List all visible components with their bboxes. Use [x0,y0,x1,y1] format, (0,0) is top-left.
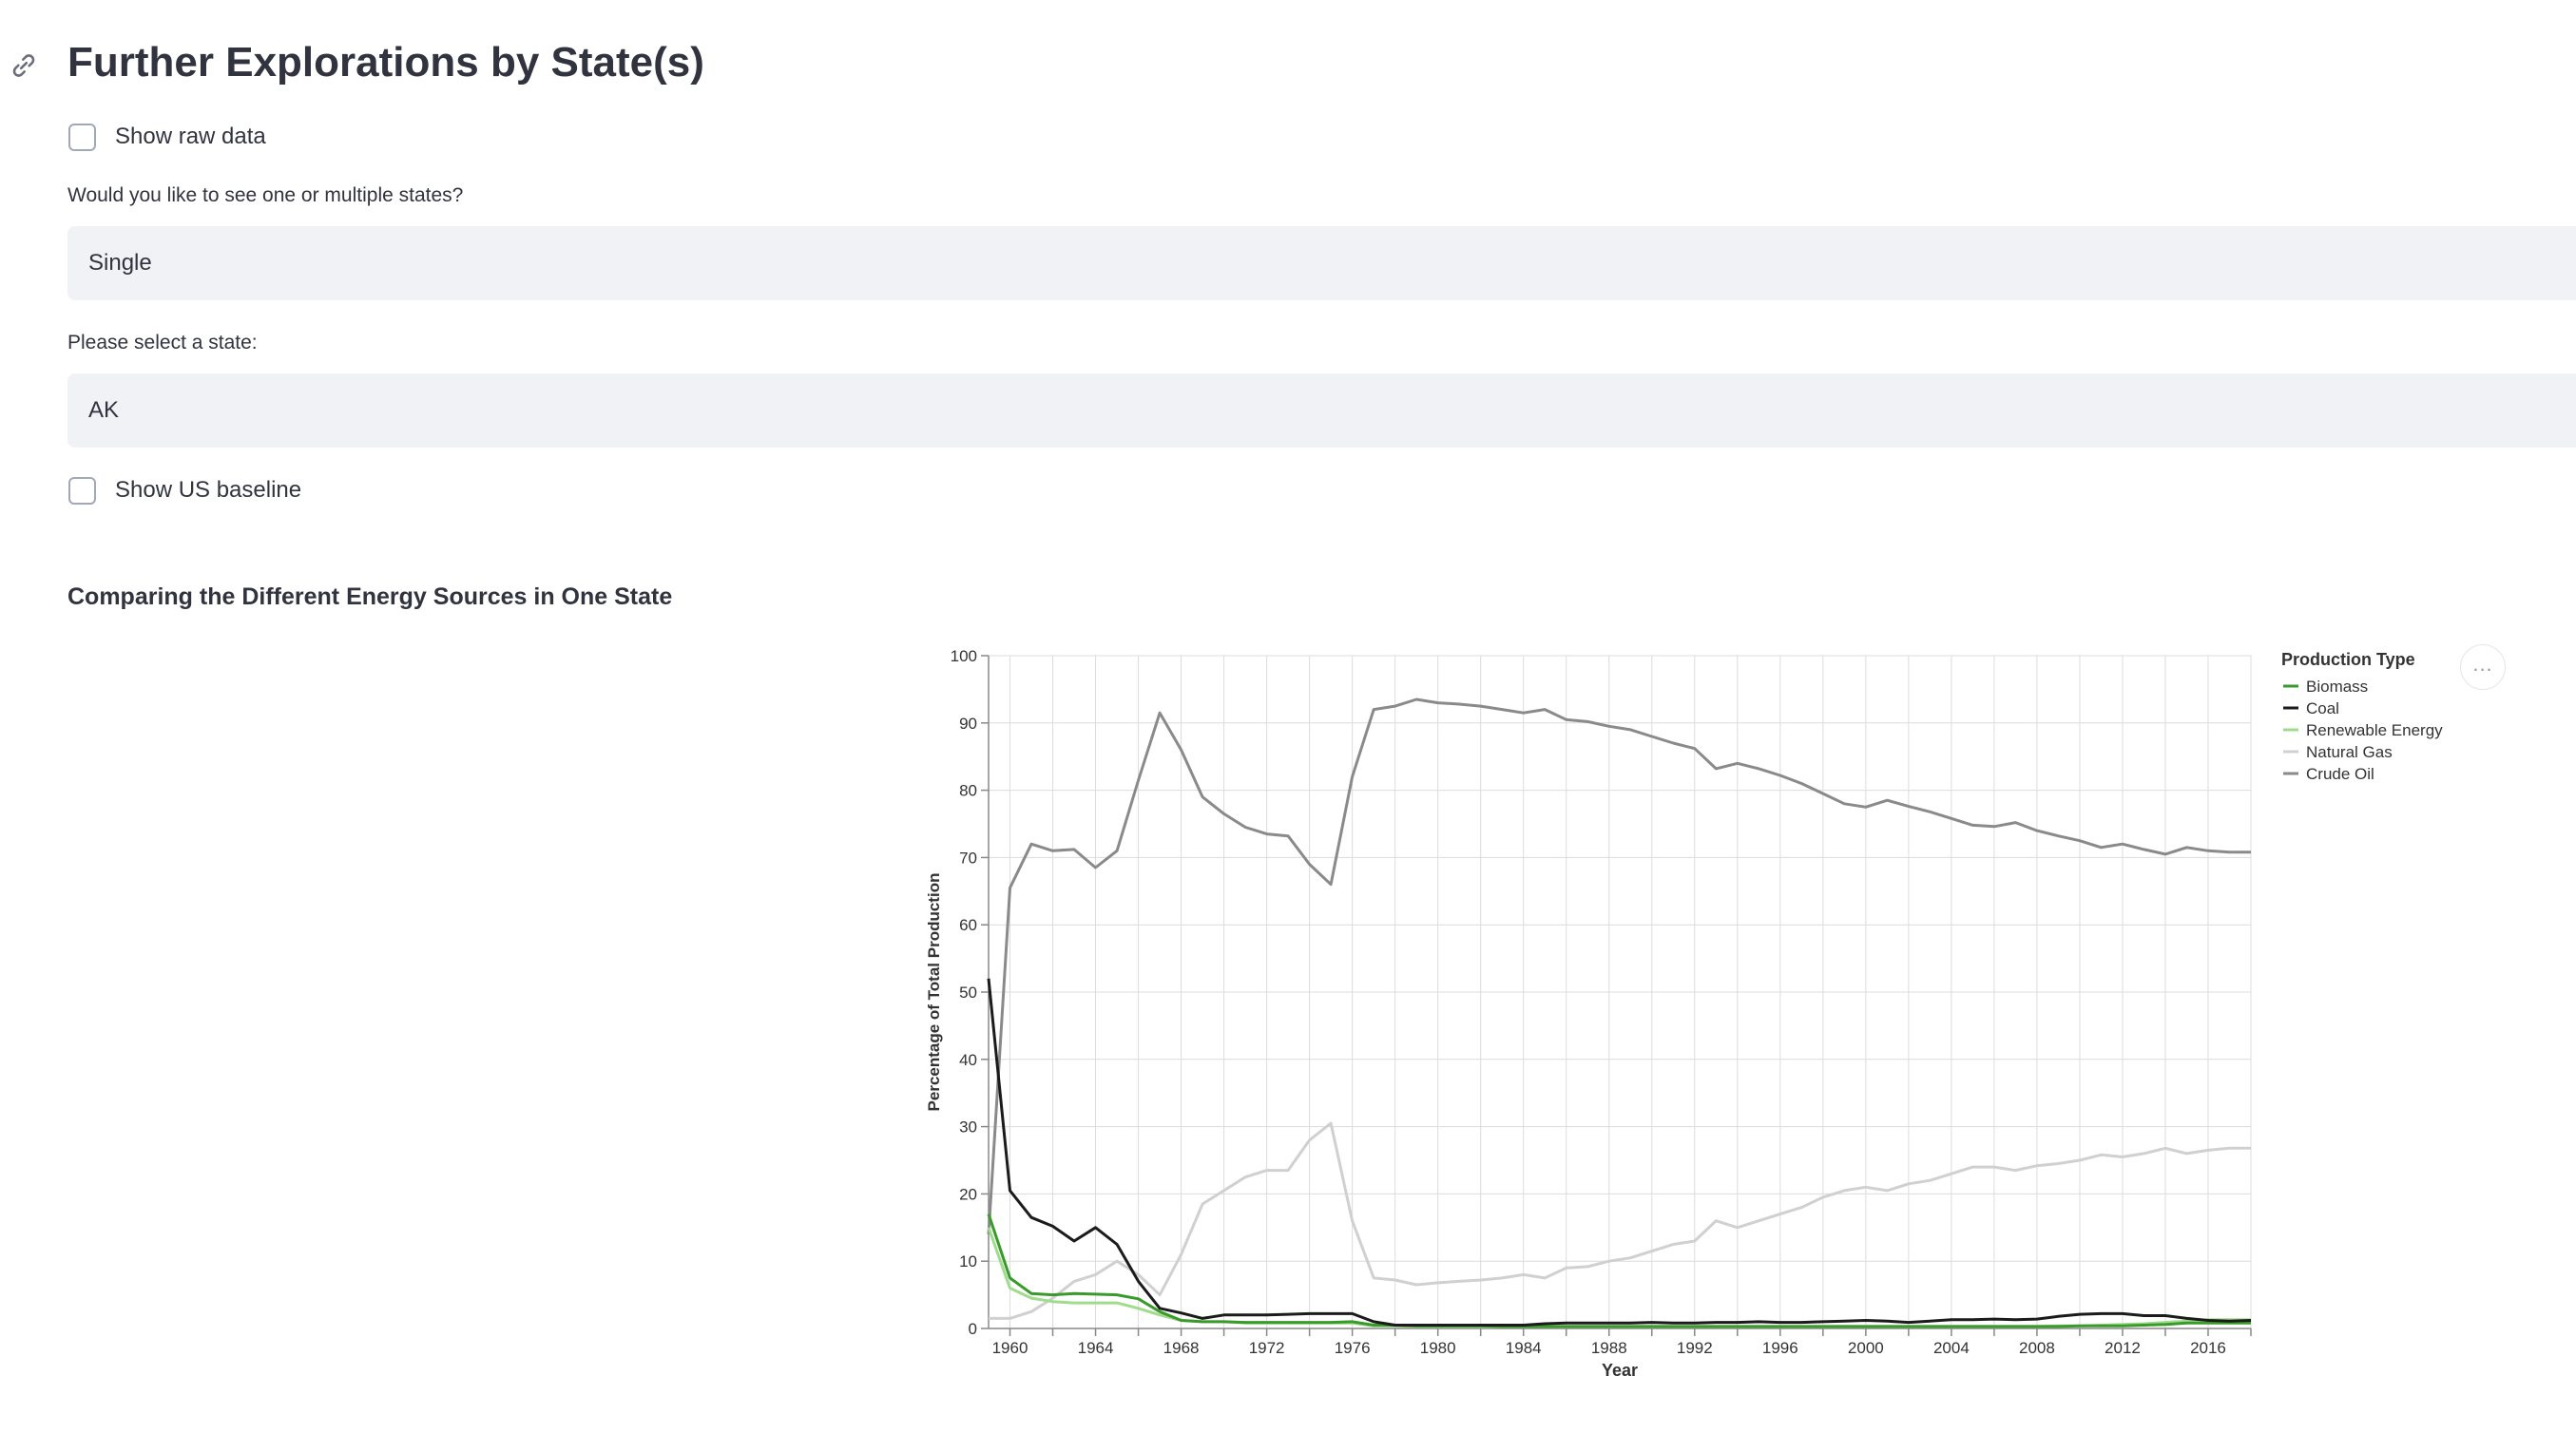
x-tick-label: 2000 [1848,1339,1884,1357]
x-tick-label: 2004 [1933,1339,1970,1357]
x-tick-label: 1960 [992,1339,1028,1357]
y-axis-title: Percentage of Total Production [925,873,943,1112]
mode-select[interactable]: Single [67,226,2576,300]
checkbox-box[interactable] [68,476,96,505]
state-select-value: AK [88,397,120,423]
show-us-baseline-checkbox[interactable]: Show US baseline [68,471,301,509]
x-tick-label: 1980 [1420,1339,1456,1357]
legend-entry: Crude Oil [2306,765,2374,783]
link-icon[interactable] [8,49,40,82]
series-line-biomass [987,1213,2251,1328]
y-tick-label: 40 [959,1051,977,1069]
series-line-coal [987,978,2252,1327]
x-tick-label: 2012 [2105,1339,2141,1357]
checkbox-label: Show US baseline [115,477,302,503]
series-line-crude-oil [987,697,2251,1234]
state-select[interactable]: AK [67,373,2576,448]
x-tick-label: 1972 [1249,1339,1285,1357]
y-tick-label: 80 [959,782,977,800]
chart-heading: Comparing the Different Energy Sources i… [67,583,673,610]
y-tick-label: 30 [959,1118,977,1137]
line-chart: 0 10 20 30 40 50 60 70 80 90 100 1960 1964 1968 1972 19… [925,647,2443,1380]
y-tick-label: 20 [959,1185,977,1203]
x-tick-label: 1988 [1591,1339,1627,1357]
x-tick-label: 1968 [1163,1339,1200,1357]
y-tick-label: 0 [969,1320,977,1338]
y-tick-label: 60 [959,916,977,934]
y-tick-label: 10 [959,1252,977,1271]
page-title: Further Explorations by State(s) [67,39,704,86]
state-select-label: Please select a state: [67,332,258,353]
x-tick-label: 1992 [1677,1339,1713,1357]
x-axis-title: Year [1602,1361,1638,1380]
x-tick-label: 1996 [1762,1339,1798,1357]
y-tick-label: 70 [959,849,977,867]
legend-entry: Biomass [2306,678,2368,696]
x-tick-label: 1984 [1506,1339,1542,1357]
series-line-natural-gas [989,1121,2251,1320]
x-tick-label: 2008 [2019,1339,2055,1357]
y-tick-label: 100 [951,647,977,665]
legend-entry: Coal [2306,699,2339,717]
mode-select-value: Single [88,250,152,276]
x-tick-label: 1976 [1335,1339,1371,1357]
y-tick-label: 90 [959,715,977,733]
x-tick-label: 2016 [2190,1339,2226,1357]
x-tick-label: 1964 [1078,1339,1114,1357]
chart-actions-menu-button[interactable]: ... [2460,644,2506,690]
show-raw-data-checkbox[interactable]: Show raw data [68,118,266,156]
checkbox-label: Show raw data [115,124,266,149]
mode-select-label: Would you like to see one or multiple st… [67,184,464,206]
y-tick-label: 50 [959,984,977,1002]
checkbox-box[interactable] [68,123,96,151]
legend-entry: Renewable Energy [2306,721,2443,739]
legend-entry: Natural Gas [2306,743,2393,761]
legend-title: Production Type [2281,650,2415,669]
